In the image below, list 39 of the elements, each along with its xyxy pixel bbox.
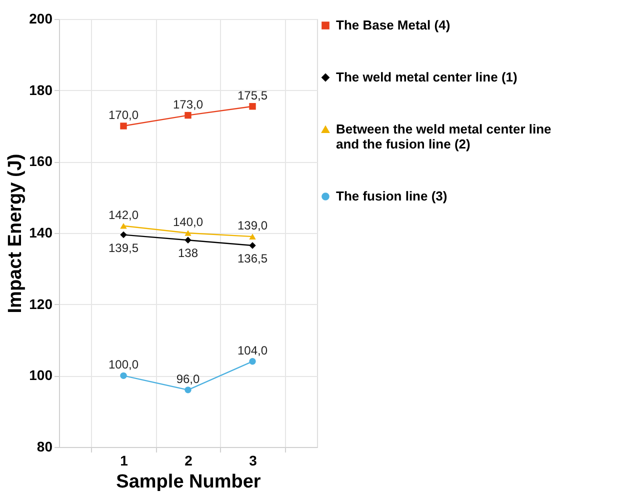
point [249,234,256,240]
x-tick-label: 3 [249,452,258,468]
legend-label: The fusion line (3) [336,188,448,204]
data-label: 140,0 [172,215,204,229]
point [120,231,127,238]
legend-label: Between the weld metal center line and the fusion line (2) [336,122,552,152]
data-label: 138 [178,246,198,260]
legend-label: The Base Metal (4) [336,18,450,32]
point [120,122,127,130]
y-tick-label: 160 [29,153,53,170]
y-tick-label: 80 [36,438,53,454]
point [249,242,256,249]
y-axis-title: Impact Energy (J) [5,154,26,314]
point [184,236,192,244]
data-label: 139,0 [237,218,268,233]
point [120,372,127,380]
data-label: 104,0 [237,343,268,358]
x-tick-label: 2 [184,452,193,468]
data-label: 136,5 [237,251,268,266]
data-label: 100,0 [108,358,139,372]
y-tick-label: 180 [29,82,53,98]
data-label: 96,0 [176,372,200,386]
point [184,112,192,119]
y-tick-label: 120 [29,296,53,312]
data-label: 139,5 [108,240,139,255]
y-tick-label: 140 [29,224,53,240]
point [249,358,256,365]
point [184,230,192,236]
y-tick-label: 100 [29,367,53,384]
data-label: 142,0 [108,208,139,222]
point [184,386,192,394]
data-label: 170,0 [108,108,139,122]
point [120,222,127,229]
point [249,103,256,110]
legend-label: The weld metal center line (1) [336,70,518,84]
data-label: 173,0 [172,97,204,112]
data-label: 175,5 [237,88,268,102]
y-tick-label: 200 [29,10,53,26]
x-tick-label: 1 [120,452,128,468]
